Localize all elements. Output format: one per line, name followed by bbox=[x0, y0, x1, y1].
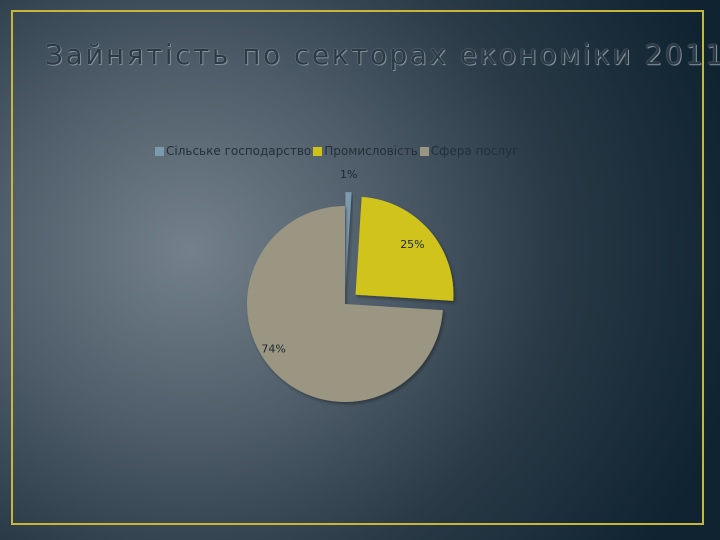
slide-frame bbox=[11, 10, 704, 525]
legend-swatch-agriculture bbox=[155, 146, 164, 156]
legend-item-industry: Промисловість bbox=[313, 144, 418, 158]
legend-label-industry: Промисловість bbox=[324, 144, 418, 158]
data-label-industry: 25% bbox=[400, 238, 424, 251]
legend-swatch-industry bbox=[313, 146, 323, 156]
data-label-agriculture: 1% bbox=[340, 168, 357, 181]
pie-slice-services bbox=[247, 206, 443, 402]
legend-swatch-services bbox=[419, 146, 429, 156]
legend-label-agriculture: Сільське господарство bbox=[166, 144, 312, 158]
pie-slice-agriculture bbox=[345, 192, 352, 291]
legend-label-services: Сфера послуг bbox=[430, 144, 519, 158]
chart-legend: Сільське господарство Промисловість Сфер… bbox=[155, 143, 520, 159]
legend-item-agriculture: Сільське господарство bbox=[155, 144, 311, 158]
data-label-services: 74% bbox=[261, 342, 285, 355]
legend-item-services: Сфера послуг bbox=[419, 144, 519, 158]
slide-title: Зайнятість по секторах економіки 2011 bbox=[45, 38, 720, 71]
pie-slice-industry bbox=[355, 196, 454, 301]
